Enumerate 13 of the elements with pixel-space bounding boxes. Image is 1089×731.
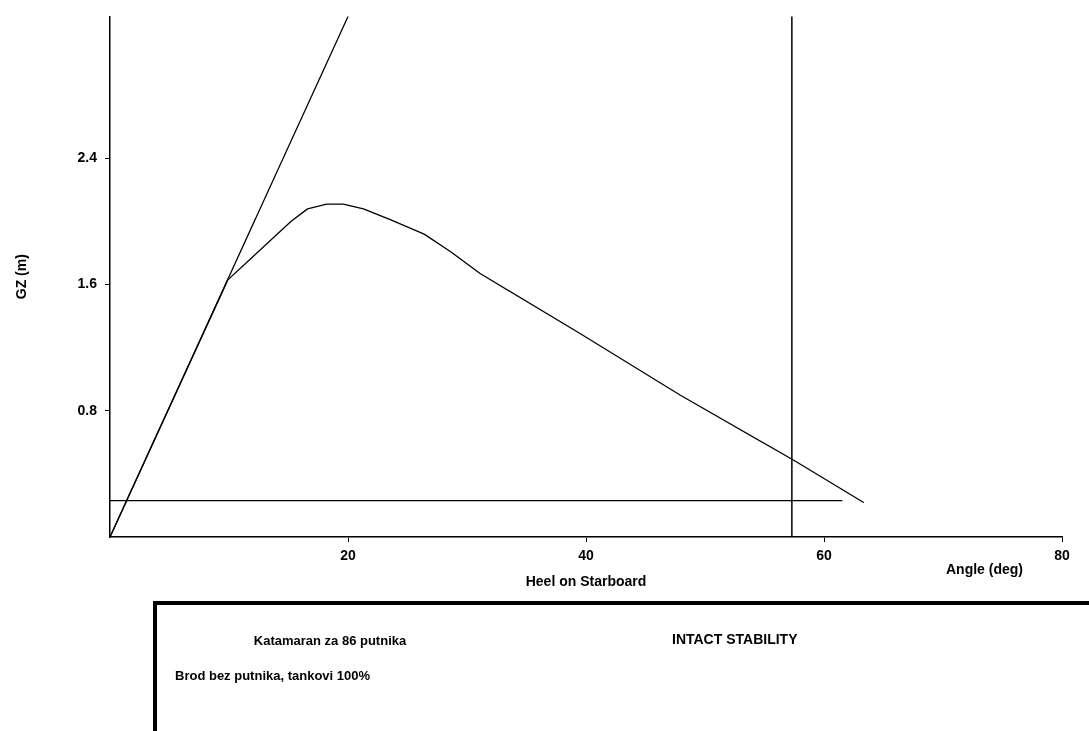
text: Brod bez putnika, tankovi 100%: [175, 668, 371, 684]
x-tick-label: 40: [578, 547, 594, 564]
x-tick-label: 60: [816, 547, 832, 564]
y-tick-label: 0.8: [77, 401, 98, 418]
y-axis-title: GZ (m): [13, 254, 30, 300]
text: Katamaran za 86 putnika: [252, 633, 408, 649]
text: INTACT STABILITY: [672, 631, 798, 647]
text: Angle (deg): [946, 561, 1023, 577]
x-tick-label: 80: [1054, 547, 1070, 564]
y-tick-label: 1.6: [77, 275, 98, 292]
x-axis-title: Heel on Starboard: [525, 573, 647, 590]
y-tick-label: 2.4: [77, 149, 98, 166]
x-tick-label: 20: [340, 547, 356, 564]
